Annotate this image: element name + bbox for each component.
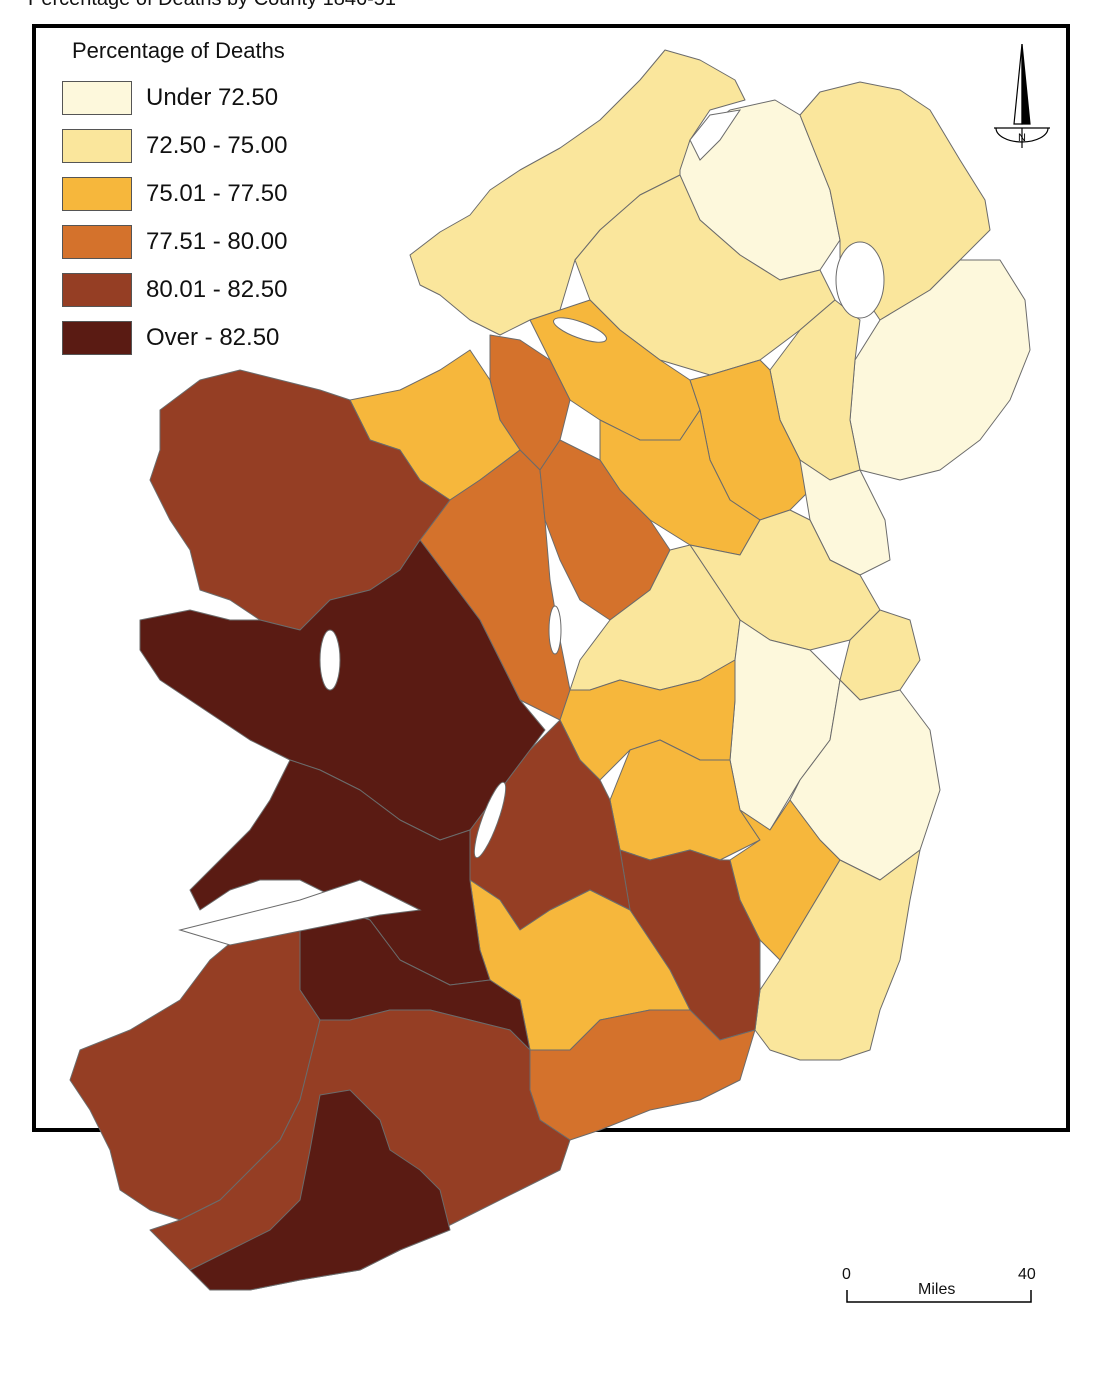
legend-item: 80.01 - 82.50 bbox=[62, 266, 287, 314]
north-arrow-left-half bbox=[1013, 44, 1023, 125]
legend-label: 75.01 - 77.50 bbox=[146, 180, 288, 207]
map-title: Percentage of Deaths by County 1846-51 bbox=[28, 0, 396, 11]
north-arrow-icon: N bbox=[994, 44, 1050, 148]
legend-swatch bbox=[62, 81, 132, 115]
county-south-cork bbox=[189, 1089, 451, 1291]
north-arrow-right-half bbox=[1021, 44, 1031, 125]
legend-swatch bbox=[62, 321, 132, 355]
legend-label: 72.50 - 75.00 bbox=[146, 132, 288, 159]
legend-swatch bbox=[62, 129, 132, 163]
legend-item: 75.01 - 77.50 bbox=[62, 170, 287, 218]
lough-erne bbox=[553, 317, 607, 343]
legend-item: 77.51 - 80.00 bbox=[62, 218, 287, 266]
legend-label: 77.51 - 80.00 bbox=[146, 228, 288, 255]
lough-derg bbox=[473, 781, 507, 859]
county-donegal bbox=[409, 49, 746, 336]
legend-label: Over - 82.50 bbox=[146, 324, 280, 351]
lough-foyle bbox=[689, 109, 742, 161]
scale-bar: 0 40 Miles bbox=[838, 1266, 1038, 1306]
lough-neagh bbox=[835, 241, 885, 319]
legend: Percentage of Deaths Under 72.50 72.50 -… bbox=[62, 38, 287, 362]
legend-item: Under 72.50 bbox=[62, 74, 287, 122]
legend-swatch bbox=[62, 177, 132, 211]
scale-line bbox=[846, 1290, 1032, 1303]
lough-corrib bbox=[319, 629, 341, 691]
legend-swatch bbox=[62, 273, 132, 307]
lough-ree bbox=[548, 605, 562, 655]
legend-title: Percentage of Deaths bbox=[72, 38, 285, 63]
legend-item: 72.50 - 75.00 bbox=[62, 122, 287, 170]
county-galway bbox=[139, 539, 546, 841]
legend-item: Over - 82.50 bbox=[62, 314, 287, 362]
north-arrow-label: N bbox=[1018, 132, 1026, 144]
scale-end-label: 40 bbox=[1018, 1266, 1036, 1283]
scale-unit-label: Miles bbox=[918, 1281, 956, 1298]
county-wexford bbox=[754, 849, 921, 1061]
legend-label: Under 72.50 bbox=[146, 84, 279, 111]
legend-swatch bbox=[62, 225, 132, 259]
scale-start-label: 0 bbox=[842, 1266, 851, 1283]
shannon-estuary bbox=[178, 879, 422, 946]
legend-label: 80.01 - 82.50 bbox=[146, 276, 288, 303]
